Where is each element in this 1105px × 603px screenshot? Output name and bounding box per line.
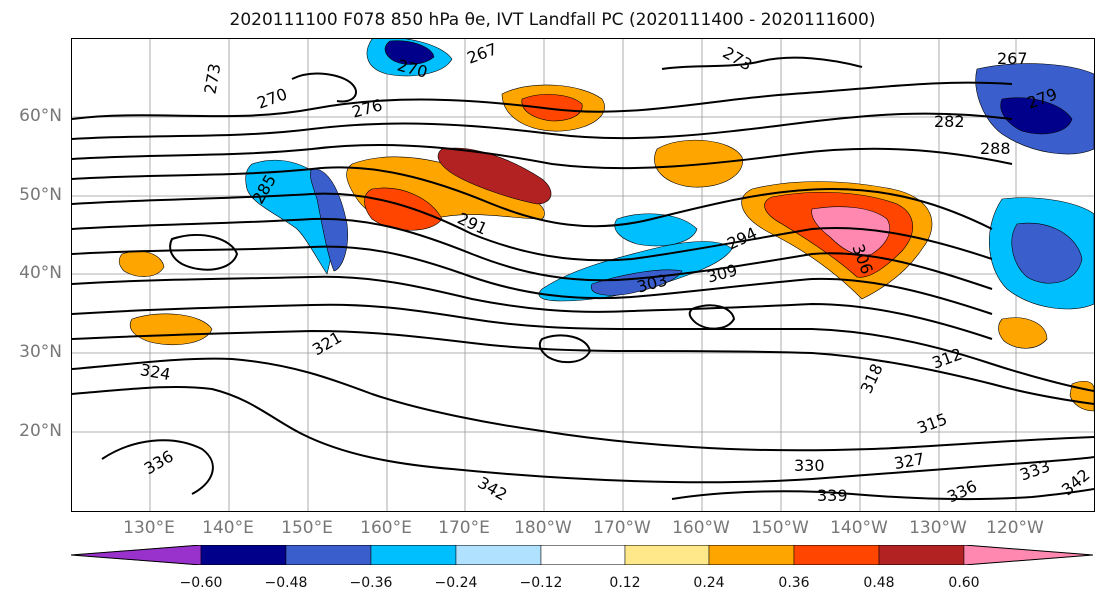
colorbar-tick: 0.36 [778, 575, 810, 591]
map-canvas: 273 270 270 267 276 273 267 279 282 288 … [72, 39, 1094, 511]
contour-label: 273 [200, 62, 224, 95]
lon-label-140e: 140°E [202, 518, 254, 538]
colorbar-tick: −0.24 [434, 575, 478, 591]
contour-label: 342 [475, 473, 511, 505]
lon-label-160w: 160°W [672, 518, 730, 538]
lat-label-20n: 20°N [19, 421, 62, 441]
lon-label-150e: 150°E [281, 518, 333, 538]
theta-e-contours [72, 56, 1094, 501]
colorbar-segments [70, 544, 1094, 566]
contour-label: 336 [141, 447, 177, 479]
lon-label-170w: 170°W [593, 518, 651, 538]
map-title: 2020111100 F078 850 hPa θe, IVT Landfall… [229, 10, 876, 30]
contour-label: 282 [934, 112, 965, 131]
colorbar-tick: −0.36 [349, 575, 393, 591]
contour-label: 312 [929, 344, 964, 372]
lat-label-30n: 30°N [19, 342, 62, 362]
contour-label: 336 [944, 476, 980, 506]
lon-label-150w: 150°W [751, 518, 809, 538]
colorbar-tick: 0.24 [693, 575, 725, 591]
colorbar-tick: 0.48 [863, 575, 895, 591]
colorbar [70, 544, 1094, 566]
colorbar-tick: 0.12 [609, 575, 641, 591]
contour-label: 294 [724, 223, 760, 253]
contour-label: 267 [997, 49, 1028, 68]
contour-label: 276 [350, 95, 384, 121]
contour-label: 273 [720, 43, 756, 75]
contour-label: 333 [1017, 456, 1052, 484]
lon-label-130e: 130°E [123, 518, 175, 538]
colorbar-tick: −0.60 [179, 575, 223, 591]
lat-label-60n: 60°N [19, 106, 62, 126]
contour-label: 318 [857, 361, 887, 397]
contour-label: 330 [794, 456, 825, 475]
lon-label-170e: 170°E [438, 518, 490, 538]
colorbar-tick: 0.60 [948, 575, 980, 591]
colorbar-tick: −0.48 [264, 575, 308, 591]
lon-label-180w: 180°W [514, 518, 572, 538]
contour-label: 339 [817, 486, 848, 505]
contour-label: 327 [892, 449, 925, 473]
contour-label: 267 [464, 39, 499, 67]
colorbar-tick: −0.12 [519, 575, 563, 591]
contour-label: 270 [254, 84, 289, 112]
lon-label-120w: 120°W [986, 518, 1044, 538]
map-panel: 273 270 270 267 276 273 267 279 282 288 … [71, 38, 1095, 512]
lat-label-40n: 40°N [19, 263, 62, 283]
contour-label: 288 [980, 139, 1011, 158]
contour-label: 324 [139, 360, 172, 384]
contour-label: 315 [914, 409, 949, 437]
colorbar-svg [70, 544, 1094, 566]
lon-label-140w: 140°W [830, 518, 888, 538]
lat-label-50n: 50°N [19, 185, 62, 205]
lon-label-130w: 130°W [909, 518, 967, 538]
lon-label-160e: 160°E [360, 518, 412, 538]
